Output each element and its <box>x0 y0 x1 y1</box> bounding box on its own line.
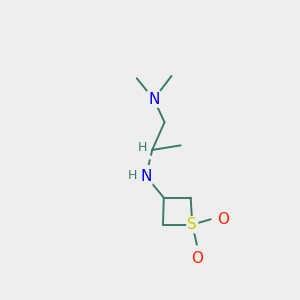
Text: S: S <box>188 217 197 232</box>
Text: H: H <box>137 141 147 154</box>
Text: N: N <box>148 92 159 106</box>
Text: H: H <box>128 169 138 182</box>
Text: O: O <box>191 251 203 266</box>
Text: O: O <box>217 212 229 227</box>
Text: N: N <box>140 169 152 184</box>
